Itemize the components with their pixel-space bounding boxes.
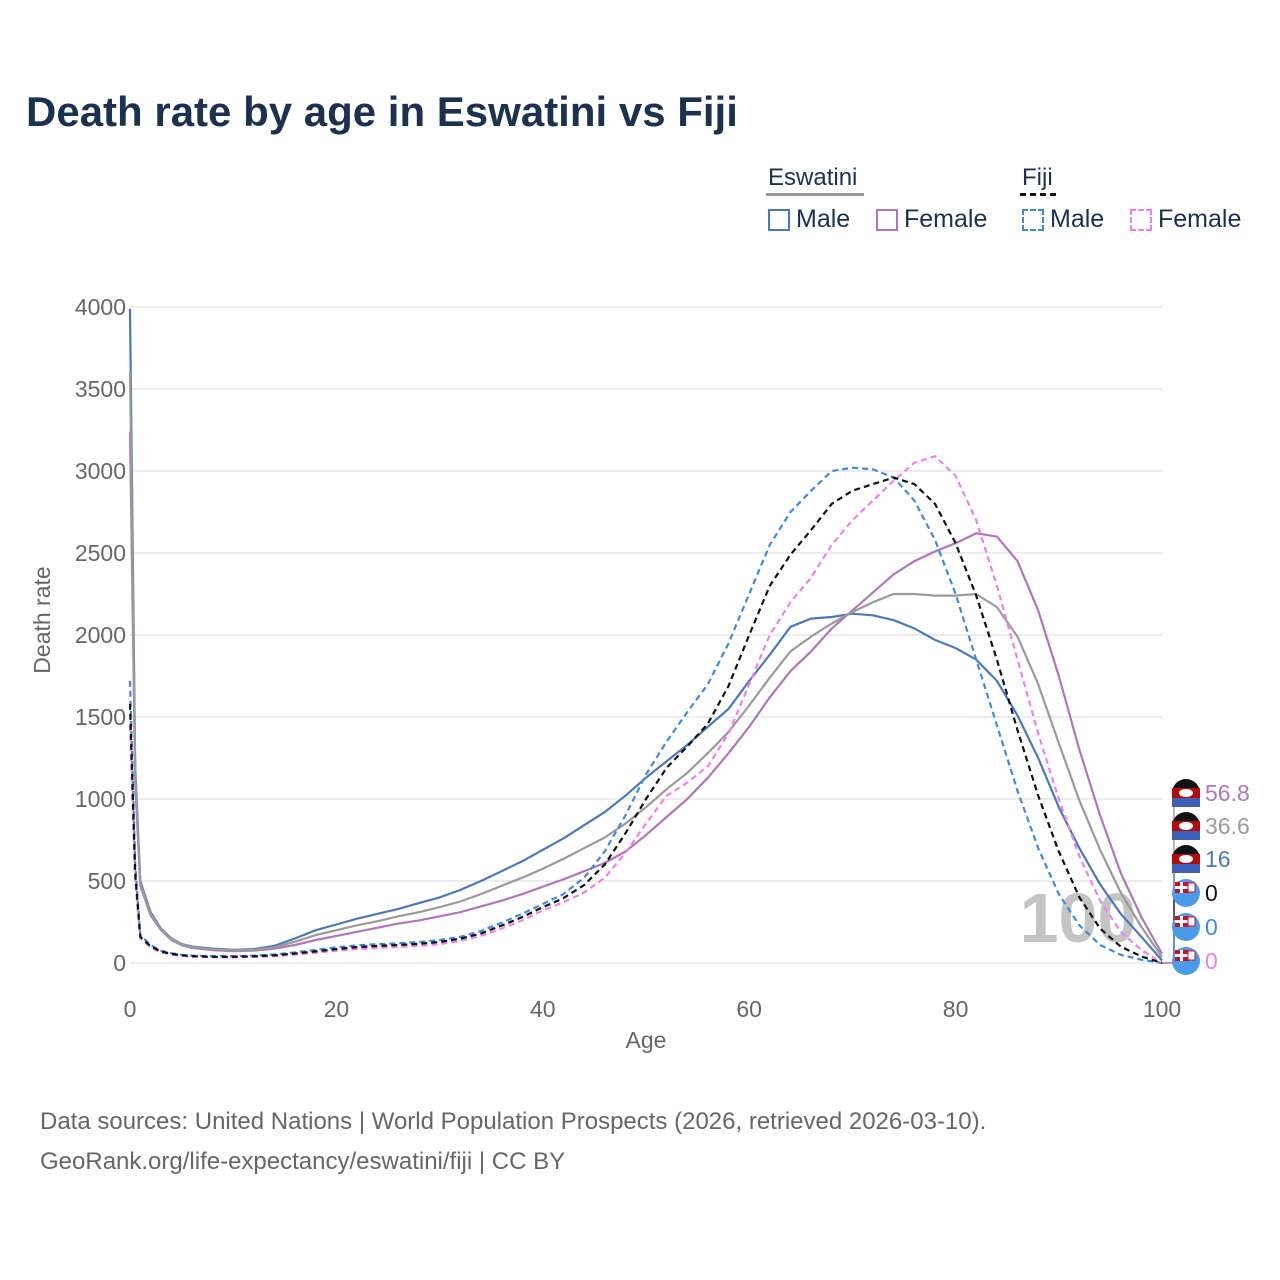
x-tick-label: 60 — [736, 996, 762, 1022]
x-tick-label: 40 — [530, 996, 556, 1022]
gridlines — [130, 306, 1162, 964]
legend-item-fiji-male[interactable]: Male — [1022, 205, 1104, 234]
x-axis-label: Age — [626, 1027, 667, 1053]
page-title: Death rate by age in Eswatini vs Fiji — [26, 88, 738, 135]
series-line-fiji-total — [128, 476, 1163, 965]
y-tick-label: 4000 — [75, 294, 126, 320]
y-tick-label: 3500 — [75, 376, 126, 402]
x-tick-label: 80 — [943, 996, 969, 1022]
legend-group-fiji-line — [1020, 193, 1056, 196]
legend-item-eswatini-female[interactable]: Female — [876, 205, 987, 234]
x-tick-label: 20 — [324, 996, 350, 1022]
end-label-eswatini: 16 — [1162, 845, 1231, 964]
end-label-value: 36.6 — [1205, 813, 1250, 839]
y-tick-label: 3000 — [75, 458, 126, 484]
legend-swatch — [1130, 208, 1152, 231]
end-label-fiji: 0 — [1162, 947, 1218, 975]
x-tick-label: 0 — [124, 996, 137, 1022]
series-line-fiji-male — [128, 466, 1163, 965]
legend-swatch — [876, 208, 898, 231]
y-tick-label: 1500 — [75, 704, 126, 730]
end-labels: 56.8 36.6 16 0 0 0 — [1162, 779, 1250, 975]
y-tick-label: 1000 — [75, 786, 126, 812]
x-tick-label: 100 — [1143, 996, 1181, 1022]
legend-label: Male — [1050, 205, 1105, 233]
y-tick-label: 500 — [88, 868, 126, 894]
legend-item-eswatini-male[interactable]: Male — [768, 205, 850, 234]
end-label-value: 0 — [1205, 880, 1218, 906]
y-axis-label: Death rate — [29, 566, 55, 673]
legend-group-fiji: Fiji — [1022, 164, 1053, 191]
end-label-value: 56.8 — [1205, 780, 1250, 806]
legend-item-fiji-female[interactable]: Female — [1130, 205, 1241, 234]
y-tick-label: 0 — [113, 950, 126, 976]
legend-label: Female — [1158, 205, 1242, 233]
legend-label: Male — [796, 205, 851, 233]
legend-label: Female — [904, 205, 988, 233]
legend-group-eswatini-line — [766, 193, 864, 196]
series-lines — [128, 308, 1163, 965]
legend-swatch — [1022, 208, 1044, 231]
y-tick-label: 2500 — [75, 540, 126, 566]
legend-group-eswatini: Eswatini — [768, 164, 858, 191]
footer-sources: Data sources: United Nations | World Pop… — [40, 1108, 987, 1135]
end-label-value: 0 — [1205, 948, 1218, 974]
y-axis-ticks: 0 500 1000 1500 2000 2500 3000 3500 4000 — [75, 294, 126, 976]
x-axis-ticks: 0 20 40 60 80 100 — [124, 996, 1182, 1022]
end-label-eswatini: 56.8 — [1162, 779, 1250, 964]
legend-swatch — [768, 208, 790, 231]
end-label-value: 16 — [1205, 846, 1231, 872]
end-label-fiji: 0 — [1162, 913, 1218, 964]
footer-url: GeoRank.org/life-expectancy/eswatini/fij… — [40, 1148, 566, 1175]
y-tick-label: 2000 — [75, 622, 126, 648]
end-label-value: 0 — [1205, 914, 1218, 940]
series-line-fiji-female — [128, 455, 1163, 964]
series-line-eswatini-total — [128, 372, 1163, 958]
end-label-connector — [1162, 858, 1180, 964]
